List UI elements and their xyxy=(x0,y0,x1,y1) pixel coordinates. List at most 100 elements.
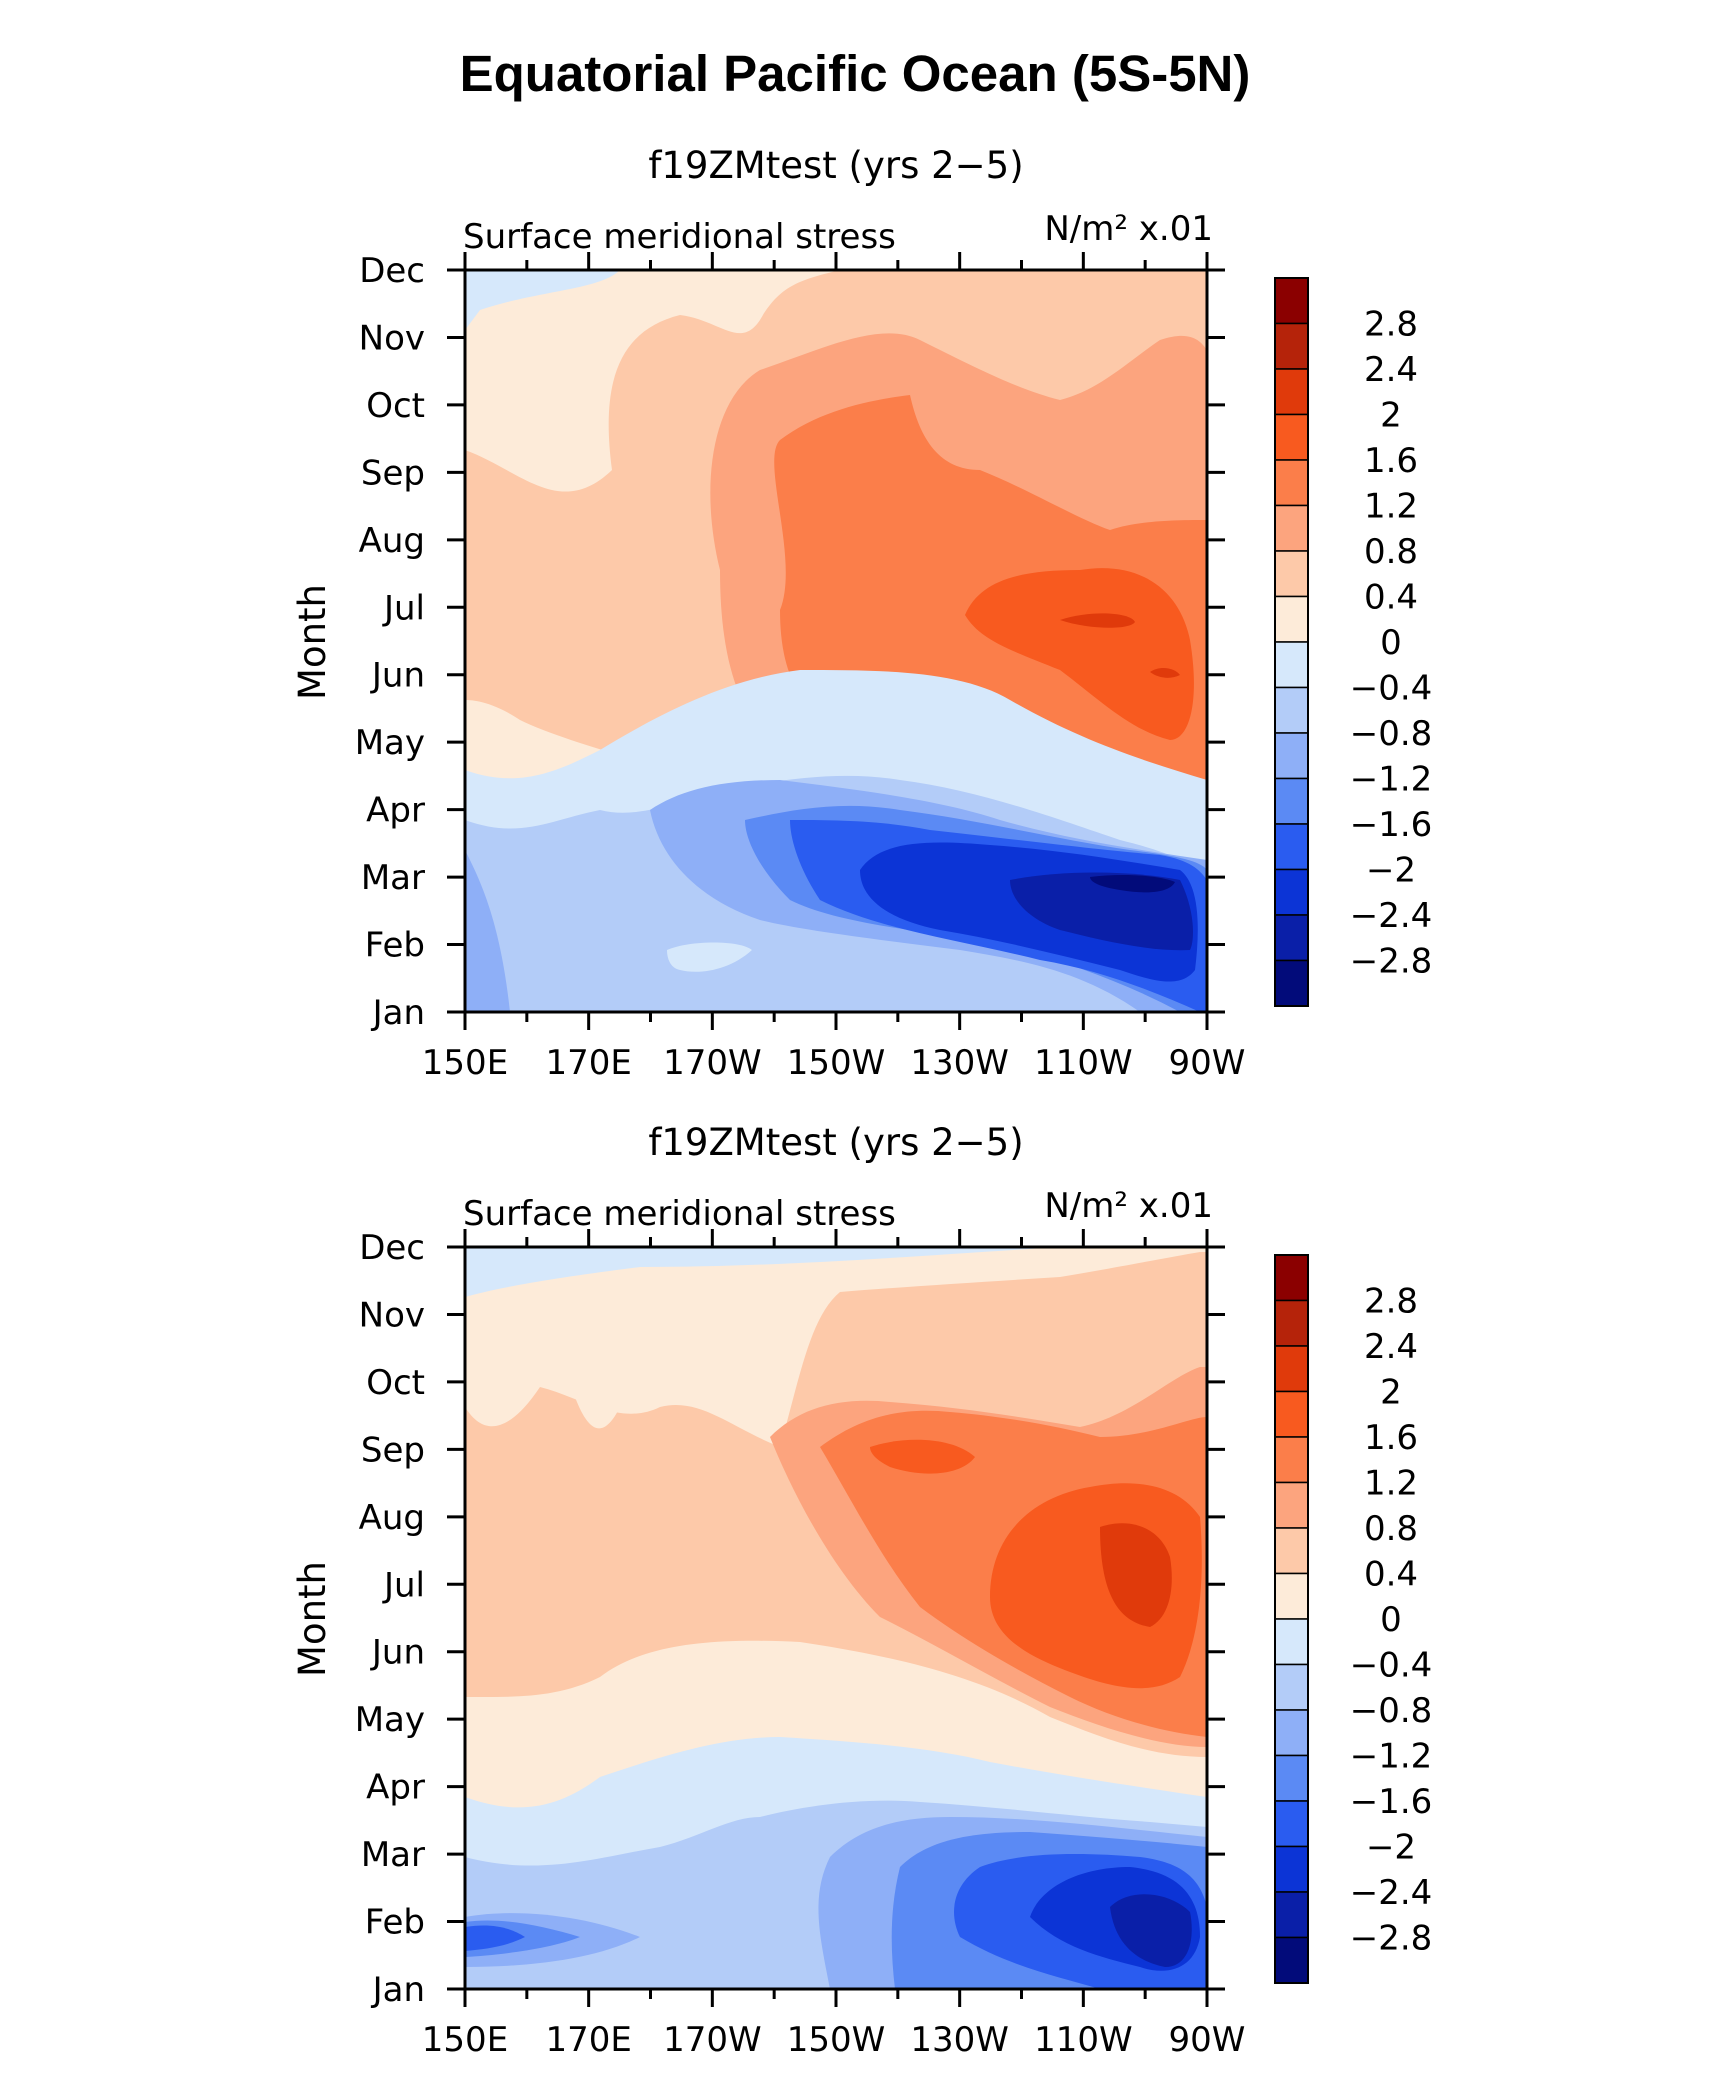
colorbar-box xyxy=(1274,1936,1309,1984)
x-tick-label: 170E xyxy=(545,1043,631,1083)
x-tick-label: 90W xyxy=(1169,2020,1246,2060)
y-tick-label: Nov xyxy=(359,1295,425,1335)
x-tick-label: 150E xyxy=(422,2020,508,2060)
colorbar-box xyxy=(1274,322,1309,370)
colorbar-box xyxy=(1274,1754,1309,1802)
contour-fill-pos-patch xyxy=(575,1384,620,1429)
colorbar-label: −1.2 xyxy=(1350,760,1433,800)
contour-fill-neg-24 xyxy=(1110,1894,1192,1967)
x-tick-label: 170W xyxy=(663,2020,762,2060)
colorbar-label: −0.4 xyxy=(1350,1646,1433,1686)
chart-subtitle: f19ZMtest (yrs 2−5) xyxy=(648,144,1023,187)
colorbar-label: 2.8 xyxy=(1364,305,1418,345)
colorbar-box xyxy=(1274,1618,1309,1666)
x-tick-label: 90W xyxy=(1169,1043,1246,1083)
colorbar-box xyxy=(1274,1891,1309,1939)
colorbar-label: 1.6 xyxy=(1364,441,1418,481)
colorbar-box xyxy=(1274,1800,1309,1848)
colorbar-label: −0.8 xyxy=(1350,1691,1433,1731)
colorbar-box xyxy=(1274,641,1309,689)
left-label: Surface meridional stress xyxy=(463,217,896,257)
contour-fill-neg-top xyxy=(465,1247,1060,1297)
colorbar-box xyxy=(1274,1663,1309,1711)
colorbar-label: 0.8 xyxy=(1364,532,1418,572)
colorbar-box xyxy=(1274,595,1309,643)
colorbar-label: 1.2 xyxy=(1364,1464,1418,1504)
contour-fill-neg-top xyxy=(465,270,620,330)
x-ticks: 150E 170E 170W 150W 130W 110W 90W xyxy=(422,1229,1246,2060)
y-tick-label: Mar xyxy=(361,858,425,898)
y-tick-label: Sep xyxy=(361,453,425,493)
colorbar: 2.8 2.4 2 1.6 1.2 0.8 0.4 0 −0.4 −0.8 −1.2 −1.6 −2 −2… xyxy=(1274,277,1433,1007)
colorbar-label: 0 xyxy=(1380,623,1402,663)
colorbar-label: −1.6 xyxy=(1350,805,1433,845)
colorbar-label: −2 xyxy=(1366,1828,1416,1868)
contour-fill-pos-20 xyxy=(1100,1523,1172,1627)
y-tick-label: Oct xyxy=(366,1363,425,1403)
chart-subtitle: f19ZMtest (yrs 2−5) xyxy=(648,1121,1023,1164)
y-tick-label: Jul xyxy=(382,1565,425,1605)
contour-fill-pos-20b xyxy=(1150,668,1180,678)
colorbar-box xyxy=(1274,1254,1309,1302)
colorbar-box xyxy=(1274,550,1309,598)
x-tick-label: 170E xyxy=(545,2020,631,2060)
colorbar-label: −2.8 xyxy=(1350,1919,1433,1959)
figure-title: Equatorial Pacific Ocean (5S-5N) xyxy=(459,45,1251,102)
x-tick-label: 170W xyxy=(663,1043,762,1083)
y-tick-label: Aug xyxy=(359,521,425,561)
y-tick-label: Aug xyxy=(359,1498,425,1538)
y-tick-label: Dec xyxy=(359,251,425,291)
chart-top: f19ZMtest (yrs 2−5) Surface meridional s… xyxy=(291,144,1433,1083)
colorbar-frame xyxy=(1274,277,1309,1007)
contour-fill-pos-16a xyxy=(870,1439,975,1474)
colorbar-label: −2.4 xyxy=(1350,896,1433,936)
x-tick-label: 150W xyxy=(787,2020,886,2060)
colorbar-box xyxy=(1274,277,1309,325)
x-tick-label: 110W xyxy=(1034,1043,1133,1083)
colorbar-label: 2.8 xyxy=(1364,1282,1418,1322)
contour-fill-neg-patch xyxy=(667,942,752,972)
chart-bottom: f19ZMtest (yrs 2−5) Surface meridional s… xyxy=(291,1121,1433,2060)
colorbar-box xyxy=(1274,732,1309,780)
colorbar-label: −0.8 xyxy=(1350,714,1433,754)
colorbar-label: 0.4 xyxy=(1364,1555,1418,1595)
y-tick-label: Jul xyxy=(382,588,425,628)
x-ticks: 150E 170E 170W 150W 130W 110W 90W xyxy=(422,252,1246,1083)
colorbar-box xyxy=(1274,1709,1309,1757)
x-tick-label: 110W xyxy=(1034,2020,1133,2060)
colorbar-label: −0.4 xyxy=(1350,669,1433,709)
x-tick-label: 130W xyxy=(910,1043,1009,1083)
x-tick-label: 130W xyxy=(910,2020,1009,2060)
contour-fill-pos-20 xyxy=(1060,613,1135,628)
colorbar-box xyxy=(1274,868,1309,916)
y-tick-label: May xyxy=(355,723,425,763)
colorbar-box xyxy=(1274,777,1309,825)
y-tick-label: Apr xyxy=(366,791,425,831)
panel-bottom: f19ZMtest (yrs 2−5) Surface meridional s… xyxy=(0,1117,1710,2077)
y-ticks: Jan Feb Mar Apr May Jun Jul Aug Sep Oct Nov Dec xyxy=(355,1228,1225,2010)
colorbar-box xyxy=(1274,1527,1309,1575)
y-tick-label: Nov xyxy=(359,318,425,358)
panel-top: f19ZMtest (yrs 2−5) Surface meridional s… xyxy=(0,140,1710,1100)
x-tick-label: 150W xyxy=(787,1043,886,1083)
colorbar-box xyxy=(1274,914,1309,962)
colorbar-label: −1.2 xyxy=(1350,1737,1433,1777)
y-tick-label: Jun xyxy=(370,1633,425,1673)
colorbar-label: 2.4 xyxy=(1364,1327,1418,1367)
colorbar-box xyxy=(1274,504,1309,552)
colorbar-label: −2.4 xyxy=(1350,1873,1433,1913)
y-axis-title: Month xyxy=(291,1561,334,1677)
colorbar-label: 2 xyxy=(1380,1373,1402,1413)
y-ticks: Jan Feb Mar Apr May Jun Jul Aug Sep Oct Nov Dec xyxy=(355,251,1225,1033)
y-tick-label: Jun xyxy=(370,656,425,696)
y-tick-label: Dec xyxy=(359,1228,425,1268)
colorbar-label: −2.8 xyxy=(1350,942,1433,982)
y-tick-label: Apr xyxy=(366,1768,425,1808)
colorbar-box xyxy=(1274,413,1309,461)
colorbar: 2.8 2.4 2 1.6 1.2 0.8 0.4 0 −0.4 −0.8 −1.2 −1.6 −2 −2… xyxy=(1274,1254,1433,1984)
colorbar-label: 0 xyxy=(1380,1600,1402,1640)
colorbar-label: 1.2 xyxy=(1364,487,1418,527)
colorbar-label: 1.6 xyxy=(1364,1418,1418,1458)
colorbar-label: 0.4 xyxy=(1364,578,1418,618)
colorbar-box xyxy=(1274,1481,1309,1529)
